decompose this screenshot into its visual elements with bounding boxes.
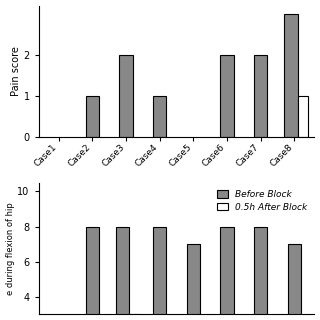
Bar — [220, 227, 234, 320]
Bar — [129, 315, 140, 320]
Bar — [153, 96, 166, 137]
Bar — [288, 244, 301, 320]
Legend: Before Block, 0.5h After Block: Before Block, 0.5h After Block — [214, 187, 310, 214]
Bar — [86, 227, 99, 320]
Bar — [220, 55, 234, 137]
Y-axis label: Pain score: Pain score — [11, 46, 20, 96]
Y-axis label: e during flexion of hip: e during flexion of hip — [5, 202, 14, 295]
Bar — [254, 227, 267, 320]
Bar — [153, 227, 166, 320]
Bar — [187, 244, 200, 320]
Bar — [86, 96, 99, 137]
Bar — [116, 227, 129, 320]
Bar — [298, 96, 308, 137]
Bar — [284, 14, 298, 137]
Bar — [254, 55, 267, 137]
Bar — [119, 55, 133, 137]
